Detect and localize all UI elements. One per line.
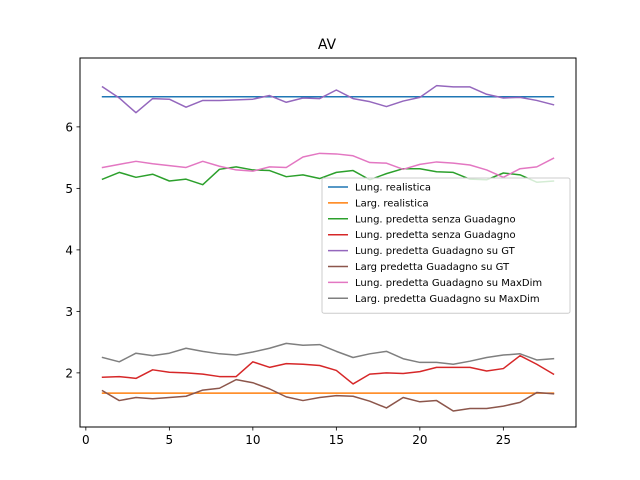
y-axis: 2 3 4 5 6 [65,120,80,380]
x-tick-label: 20 [412,433,427,447]
x-tick-label: 10 [245,433,260,447]
series-line-8 [101,342,555,366]
y-tick-label: 3 [65,305,73,319]
legend-label-larg-predetta-guadagno-su-maxdim: Larg. predetta Guadagno su MaxDim [355,294,540,305]
chart-title: AV [318,37,337,53]
series-line-4 [101,354,555,385]
legend-box [321,177,571,314]
y-tick-label: 2 [65,366,73,380]
legend-label-larg-predetta-guadagno-su-gt: Larg predetta Guadagno su GT [355,262,510,273]
legend-label-lung-predetta-senza-guadagno: Lung. predetta senza Guadagno [355,230,516,241]
x-tick-label: 5 [166,433,174,447]
y-tick-label: 5 [65,182,73,196]
legend-label-lung-predetta-guadagno-su-maxdim: Lung. predetta Guadagno su MaxDim [355,278,542,289]
legend-label-lung-predetta-senza-guadagno: Lung. predetta senza Guadagno [355,214,516,225]
series-line-6 [101,378,555,412]
series-line-5 [101,84,555,114]
legend: Lung. realistica Larg. realistica Lung. pr… [321,177,571,314]
x-tick-label: 15 [329,433,344,447]
y-tick-label: 4 [65,243,73,257]
x-tick-label: 25 [496,433,511,447]
legend-label-lung-predetta-guadagno-su-gt: Lung. predetta Guadagno su GT [355,246,516,257]
series-layer [101,84,555,412]
legend-label-larg-realistica: Larg. realistica [355,198,429,209]
x-axis: 0 5 10 15 20 25 [82,427,511,447]
x-tick-label: 0 [82,433,90,447]
axes-frame [79,57,577,428]
y-tick-label: 6 [65,120,73,134]
legend-label-lung-realistica: Lung. realistica [355,183,431,194]
series-line-7 [101,152,555,179]
